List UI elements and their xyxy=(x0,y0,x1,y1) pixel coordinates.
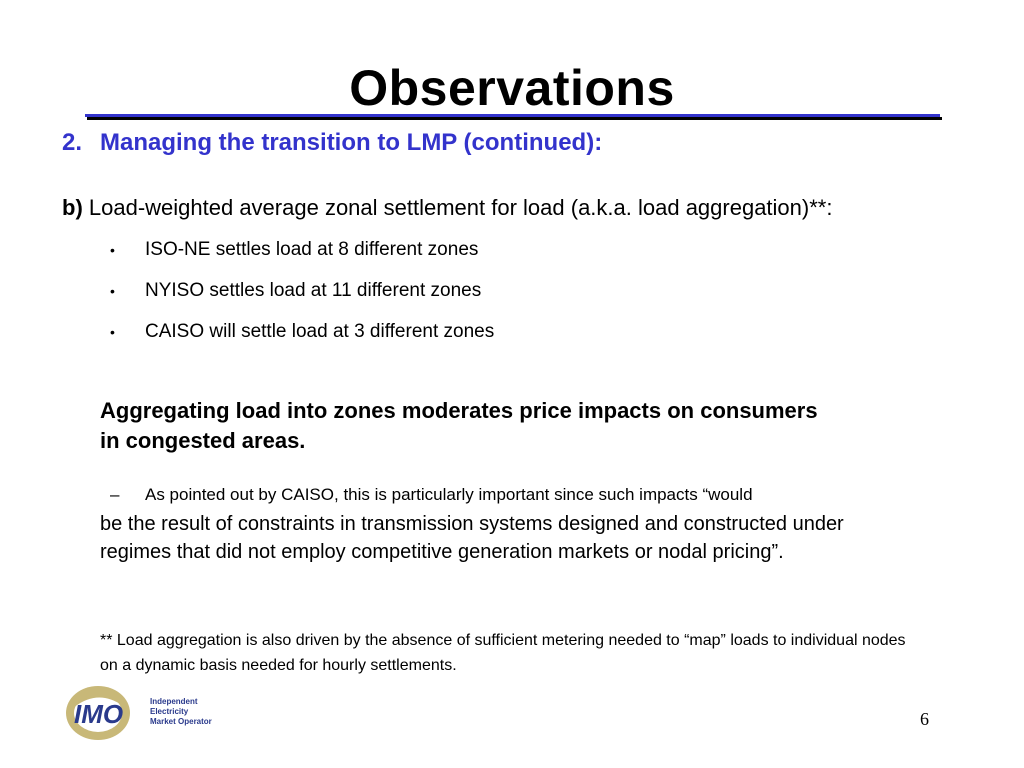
dash-icon: – xyxy=(110,485,120,504)
list-item-text: NYISO settles load at 11 different zones xyxy=(145,280,482,301)
page-number: 6 xyxy=(920,709,929,729)
emphasis-statement: Aggregating load into zones moderates pr… xyxy=(100,398,818,453)
bullet-icon: • xyxy=(110,242,115,258)
logo-line-3: Market Operator xyxy=(150,717,212,726)
title-underline-black xyxy=(87,117,942,120)
section-heading: 2. Managing the transition to LMP (contin… xyxy=(62,128,602,158)
title-underline xyxy=(85,114,942,121)
point-b: b) Load-weighted average zonal settlemen… xyxy=(62,194,832,222)
section-number: 2. xyxy=(62,129,83,156)
point-b-label: b) xyxy=(62,195,83,220)
logo-line-2: Electricity xyxy=(150,707,189,716)
logo-mark: IMO xyxy=(74,699,123,729)
section-heading-text: Managing the transition to LMP (continue… xyxy=(100,129,603,156)
imo-logo-graphic: IMO Independent Electricity Market Opera… xyxy=(66,686,212,740)
dash-item-text: As pointed out by CAISO, this is particu… xyxy=(145,485,753,504)
footnote: ** Load aggregation is also driven by th… xyxy=(100,632,906,674)
logo-swoosh xyxy=(70,691,126,708)
list-item-text: CAISO will settle load at 3 different zo… xyxy=(145,321,495,342)
point-b-text: Load-weighted average zonal settlement f… xyxy=(82,195,833,220)
slide-title: Observations xyxy=(349,60,675,116)
logo-line-1: Independent xyxy=(150,697,198,706)
quote-continuation: be the result of constraints in transmis… xyxy=(100,513,844,563)
imo-logo: IMO Independent Electricity Market Opera… xyxy=(62,683,227,743)
bullet-icon: • xyxy=(110,283,115,299)
logo-ellipse-inner xyxy=(74,694,122,732)
bullet-icon: • xyxy=(110,324,115,340)
title-underline-blue xyxy=(85,114,940,117)
list-item-text: ISO-NE settles load at 8 different zones xyxy=(145,239,479,260)
